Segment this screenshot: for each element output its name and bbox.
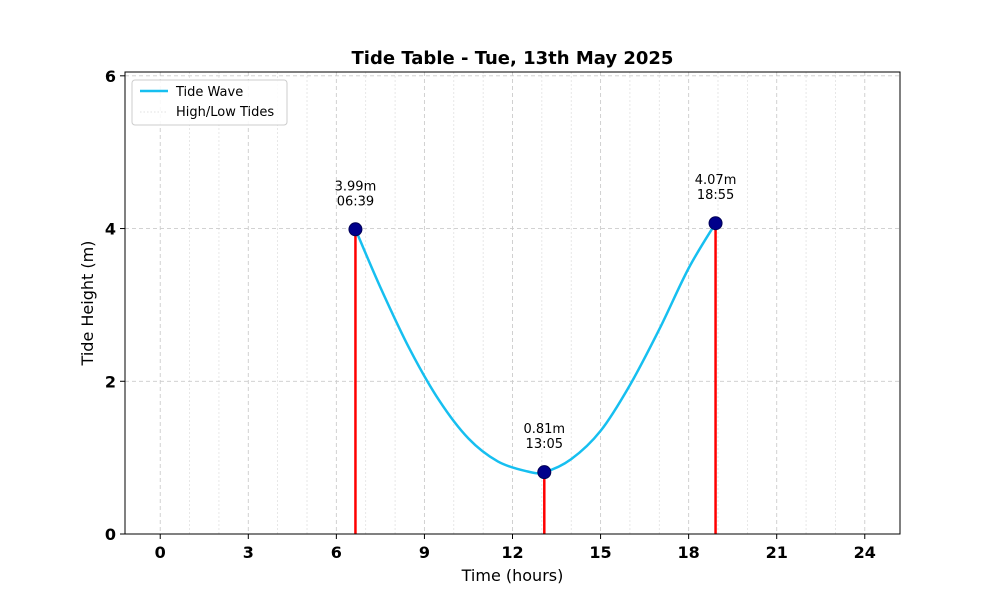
- tide-height-label: 4.07m: [695, 173, 737, 188]
- chart-title: Tide Table - Tue, 13th May 2025: [352, 48, 674, 69]
- tide-time-label: 18:55: [697, 188, 734, 203]
- tide-wave-line: [354, 222, 717, 475]
- y-tick-label: 4: [105, 220, 116, 239]
- y-tick-label: 0: [105, 525, 116, 544]
- legend-box: [131, 79, 288, 126]
- x-axis-label: Time (hours): [461, 566, 564, 585]
- tide-time-label: 13:05: [526, 437, 563, 452]
- x-tick-label: 15: [589, 543, 611, 562]
- x-tick-label: 3: [243, 543, 254, 562]
- tide-time-label: 06:39: [337, 194, 374, 209]
- grid: [125, 72, 900, 535]
- tide-height-label: 0.81m: [523, 422, 565, 437]
- tide-height-label: 3.99m: [335, 179, 377, 194]
- tide-marker: [348, 222, 363, 237]
- x-tick-label: 9: [419, 543, 430, 562]
- y-tick-label: 6: [105, 67, 116, 86]
- x-tick-label: 12: [501, 543, 523, 562]
- x-tick-label: 0: [155, 543, 166, 562]
- y-tick-label: 2: [105, 372, 116, 391]
- y-axis-label: Tide Height (m): [78, 241, 97, 367]
- x-tick-label: 18: [678, 543, 700, 562]
- tide-marker: [537, 465, 552, 480]
- x-tick-label: 6: [331, 543, 342, 562]
- legend-label-high-low-tides: High/Low Tides: [176, 105, 274, 120]
- x-tick-label: 24: [854, 543, 876, 562]
- x-tick-label: 21: [766, 543, 788, 562]
- legend-label-tide-wave: Tide Wave: [175, 85, 243, 100]
- legend: Tide Wave High/Low Tides: [131, 79, 288, 126]
- tide-marker: [708, 216, 723, 231]
